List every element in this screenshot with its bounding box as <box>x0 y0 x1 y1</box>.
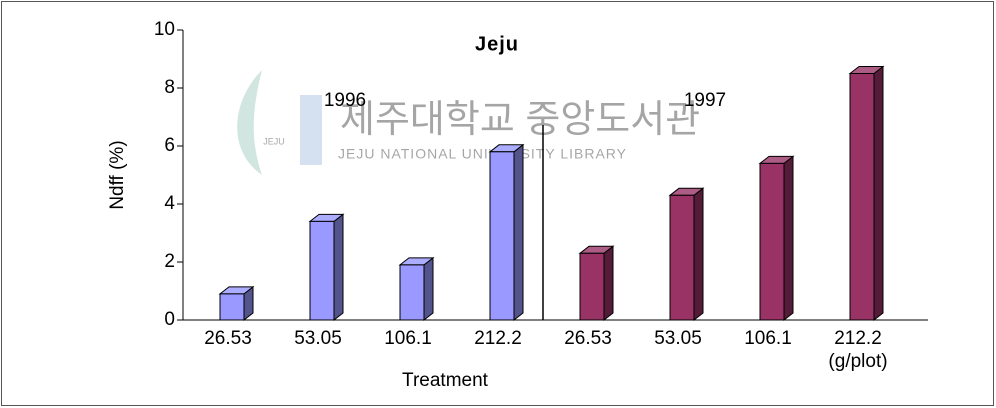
bar <box>308 213 345 322</box>
bar <box>488 143 525 322</box>
y-tick-label: 8 <box>164 77 175 98</box>
bar-front <box>849 73 875 321</box>
y-tick-label: 2 <box>164 251 175 272</box>
bar <box>758 155 795 322</box>
bar <box>668 187 705 322</box>
bar-side <box>603 245 614 322</box>
watermark-subtitle: JEJU NATIONAL UNIVERSITY LIBRARY <box>338 146 627 162</box>
unit-label: (g/plot) <box>828 351 887 372</box>
bar-front <box>309 220 335 321</box>
x-tick-label: 26.53 <box>204 328 252 349</box>
bar-front <box>759 162 785 321</box>
x-tick-label: 53.05 <box>654 328 702 349</box>
x-tick-label: 26.53 <box>564 328 612 349</box>
bar-side <box>333 213 344 322</box>
bar-side <box>513 143 524 322</box>
bar-front <box>669 194 695 321</box>
bar-front <box>219 293 245 321</box>
x-tick-label: 212.2 <box>474 328 522 349</box>
watermark: JEJU 제주대학교 중앙도서관 JEJU NATIONAL UNIVERSIT… <box>237 70 700 175</box>
group-label: 1996 <box>324 90 366 111</box>
group-label: 1997 <box>684 90 726 111</box>
x-tick-label: 106.1 <box>744 328 792 349</box>
bar <box>578 245 615 322</box>
y-tick-label: 6 <box>164 135 175 156</box>
watermark-logo-text: JEJU <box>263 136 285 146</box>
y-axis-label: Ndff (%) <box>107 140 128 209</box>
x-tick-label: 53.05 <box>294 328 342 349</box>
y-tick-label: 0 <box>164 309 175 330</box>
watermark-logo-shape <box>237 70 262 175</box>
bar-side <box>783 155 794 322</box>
bar-front <box>399 264 425 321</box>
chart-title: Jeju <box>475 33 519 55</box>
bar-side <box>423 256 434 322</box>
watermark-logo-shape <box>300 95 322 165</box>
x-tick-label: 212.2 <box>834 328 882 349</box>
x-tick-label: 106.1 <box>384 328 432 349</box>
watermark-title: 제주대학교 중앙도서관 <box>340 99 700 141</box>
bar <box>398 256 435 322</box>
x-axis-label: Treatment <box>402 370 489 391</box>
bar <box>848 65 885 322</box>
bar-side <box>873 65 884 322</box>
bar-side <box>693 187 704 322</box>
y-tick-label: 4 <box>164 193 175 214</box>
y-tick-label: 10 <box>154 19 175 40</box>
bar-front <box>489 151 515 321</box>
bar <box>218 285 255 322</box>
bar-front <box>579 252 605 321</box>
